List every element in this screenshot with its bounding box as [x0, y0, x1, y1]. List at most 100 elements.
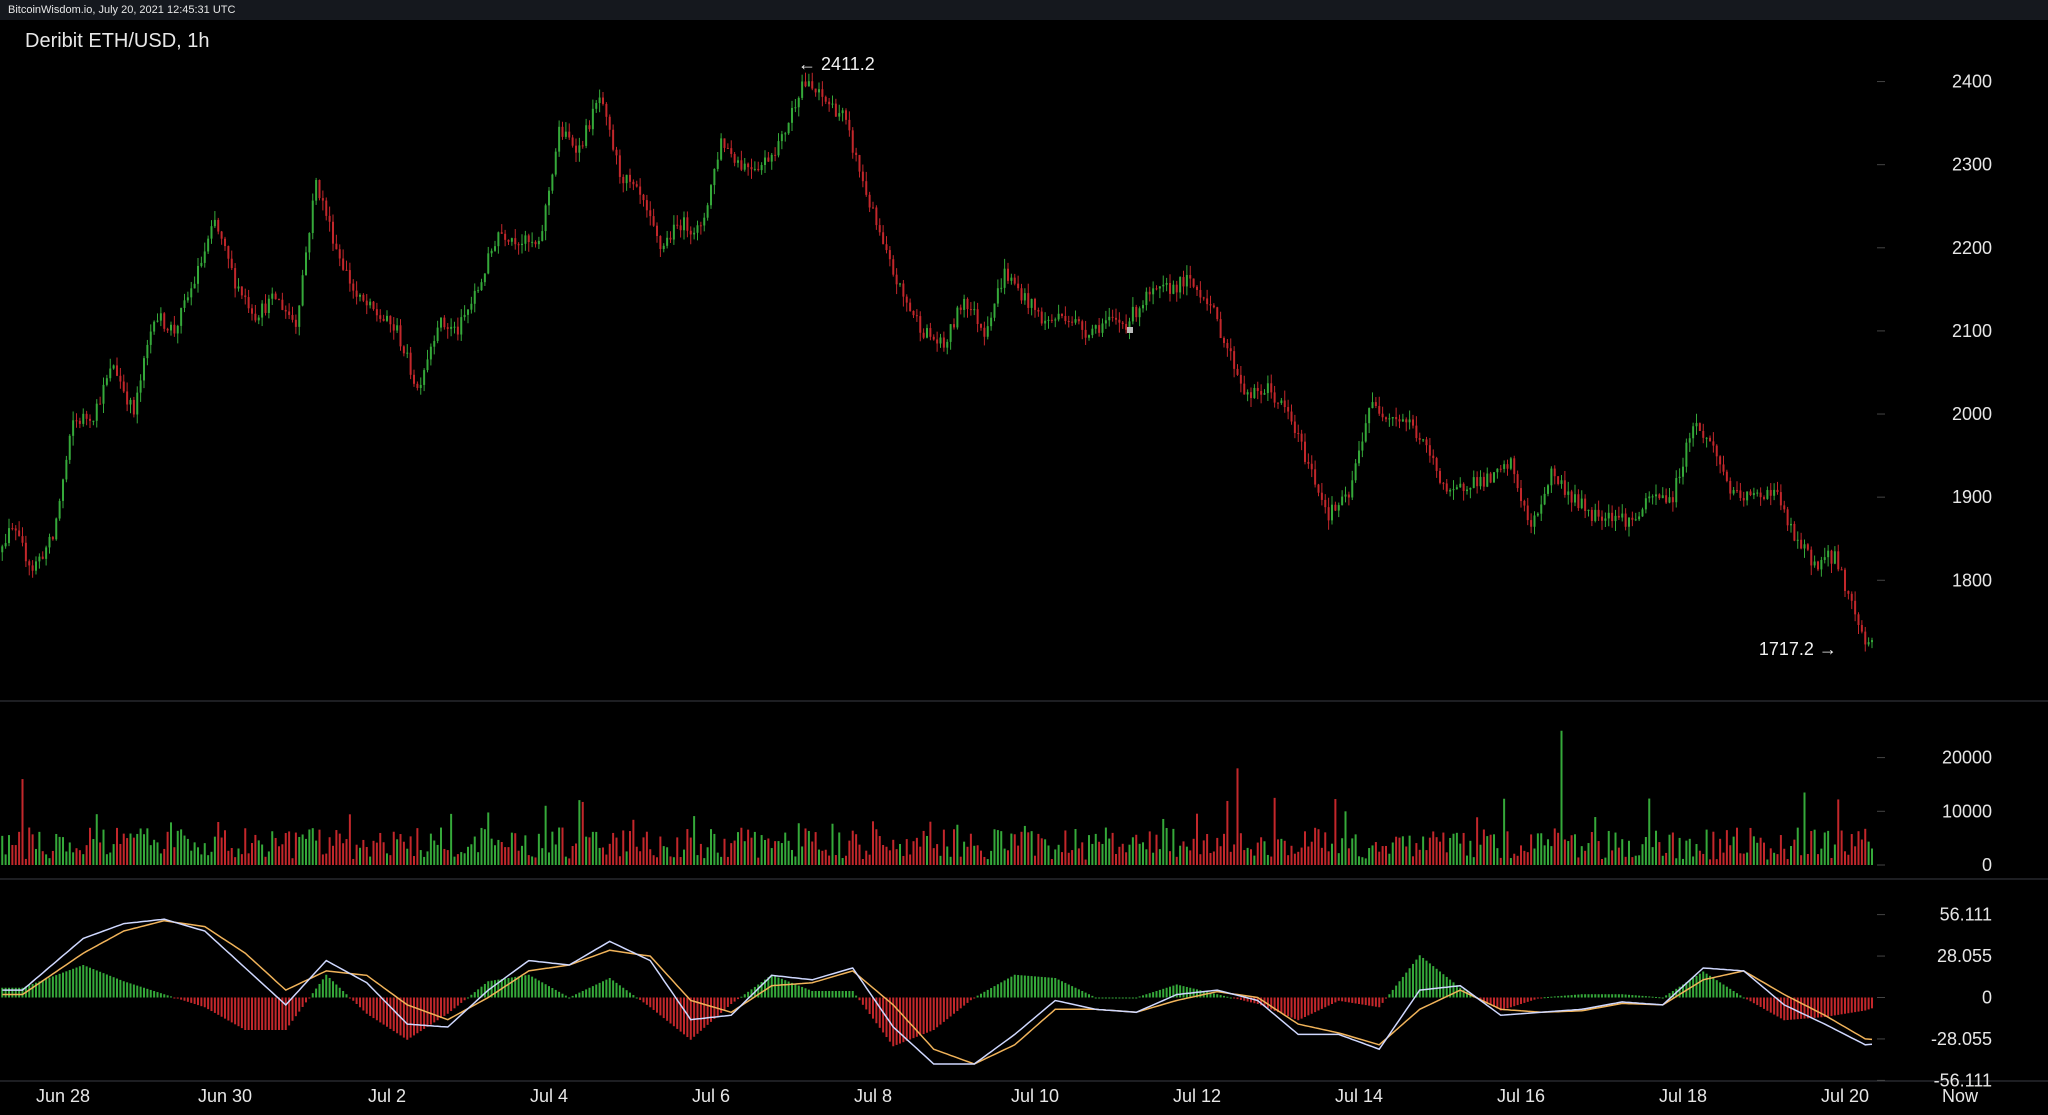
candle[interactable] — [1435, 456, 1438, 478]
candle[interactable] — [1719, 455, 1722, 474]
candle[interactable] — [1489, 471, 1492, 484]
candle[interactable] — [635, 180, 638, 188]
candle[interactable] — [669, 231, 672, 243]
candle[interactable] — [112, 364, 115, 370]
candle[interactable] — [1003, 258, 1006, 295]
candle[interactable] — [1773, 483, 1776, 501]
candle[interactable] — [973, 301, 976, 316]
candle[interactable] — [389, 315, 392, 333]
candle[interactable] — [1756, 489, 1759, 497]
candle[interactable] — [1796, 531, 1799, 549]
candle[interactable] — [757, 161, 760, 172]
candle[interactable] — [733, 151, 736, 167]
candle[interactable] — [1155, 285, 1158, 291]
candle[interactable] — [1469, 487, 1472, 499]
candle[interactable] — [119, 367, 122, 389]
candle[interactable] — [1722, 455, 1725, 476]
candle[interactable] — [298, 305, 301, 336]
candle[interactable] — [1472, 470, 1475, 489]
candle[interactable] — [899, 282, 901, 287]
candle[interactable] — [1344, 486, 1347, 503]
candle[interactable] — [858, 154, 861, 178]
candle[interactable] — [352, 279, 355, 299]
candle[interactable] — [1101, 318, 1104, 337]
candle[interactable] — [1175, 280, 1178, 302]
candle[interactable] — [166, 327, 169, 333]
candle[interactable] — [1253, 384, 1256, 399]
candle[interactable] — [149, 324, 152, 354]
candle[interactable] — [1, 544, 4, 561]
candle[interactable] — [710, 183, 712, 209]
candle[interactable] — [588, 120, 591, 132]
candle[interactable] — [288, 303, 291, 320]
candle[interactable] — [1091, 324, 1094, 339]
candle[interactable] — [892, 255, 895, 277]
candle[interactable] — [1331, 496, 1333, 525]
candle[interactable] — [764, 150, 766, 174]
candle[interactable] — [1169, 274, 1171, 302]
candle[interactable] — [278, 298, 280, 301]
candle[interactable] — [1442, 482, 1445, 490]
candle[interactable] — [1803, 539, 1806, 558]
volume-bars[interactable] — [1, 730, 1873, 865]
candle[interactable] — [234, 263, 237, 298]
candle[interactable] — [629, 168, 631, 189]
candle[interactable] — [217, 217, 220, 235]
candle[interactable] — [1617, 506, 1620, 521]
candle[interactable] — [1732, 487, 1735, 496]
candle[interactable] — [585, 118, 588, 149]
candle[interactable] — [1023, 288, 1026, 305]
candle[interactable] — [105, 374, 108, 387]
candle[interactable] — [308, 232, 311, 260]
candle[interactable] — [831, 95, 834, 109]
candle[interactable] — [514, 229, 517, 250]
candle[interactable] — [882, 225, 885, 245]
candle[interactable] — [1536, 512, 1539, 517]
candle[interactable] — [1121, 321, 1124, 329]
candle[interactable] — [571, 134, 574, 148]
candle[interactable] — [213, 211, 216, 229]
candle[interactable] — [294, 314, 297, 334]
candle[interactable] — [1543, 487, 1546, 506]
candle[interactable] — [801, 74, 804, 100]
candle[interactable] — [1641, 507, 1644, 517]
candle[interactable] — [1604, 512, 1607, 528]
candle[interactable] — [1047, 316, 1050, 329]
candle[interactable] — [713, 168, 716, 195]
candle[interactable] — [1209, 295, 1212, 314]
candle[interactable] — [1621, 504, 1624, 522]
candle[interactable] — [1493, 472, 1495, 483]
candle[interactable] — [21, 527, 24, 547]
candle[interactable] — [1449, 488, 1452, 497]
macd-histogram[interactable] — [1, 955, 1873, 1047]
candle[interactable] — [770, 152, 773, 170]
candle[interactable] — [264, 294, 267, 316]
candle[interactable] — [1368, 407, 1371, 434]
candle[interactable] — [1860, 620, 1863, 634]
candle[interactable] — [1503, 460, 1506, 473]
candle[interactable] — [976, 302, 979, 333]
candle[interactable] — [1040, 307, 1043, 326]
candle[interactable] — [48, 533, 51, 554]
candle[interactable] — [51, 535, 54, 541]
candle[interactable] — [824, 95, 827, 105]
candle[interactable] — [912, 310, 915, 318]
candle[interactable] — [473, 283, 476, 313]
candle[interactable] — [392, 317, 395, 340]
candle[interactable] — [693, 227, 696, 240]
candle[interactable] — [1172, 280, 1175, 295]
candle[interactable] — [807, 73, 810, 87]
candle[interactable] — [740, 150, 743, 172]
candle[interactable] — [1698, 422, 1701, 431]
candle[interactable] — [1239, 365, 1242, 393]
candle[interactable] — [1476, 471, 1479, 494]
candle[interactable] — [342, 249, 345, 271]
candle[interactable] — [1749, 489, 1752, 497]
candle[interactable] — [423, 368, 426, 392]
candle[interactable] — [1013, 273, 1016, 286]
candle[interactable] — [517, 242, 520, 255]
candle[interactable] — [747, 162, 750, 176]
candle[interactable] — [787, 122, 790, 135]
candle[interactable] — [450, 318, 453, 337]
